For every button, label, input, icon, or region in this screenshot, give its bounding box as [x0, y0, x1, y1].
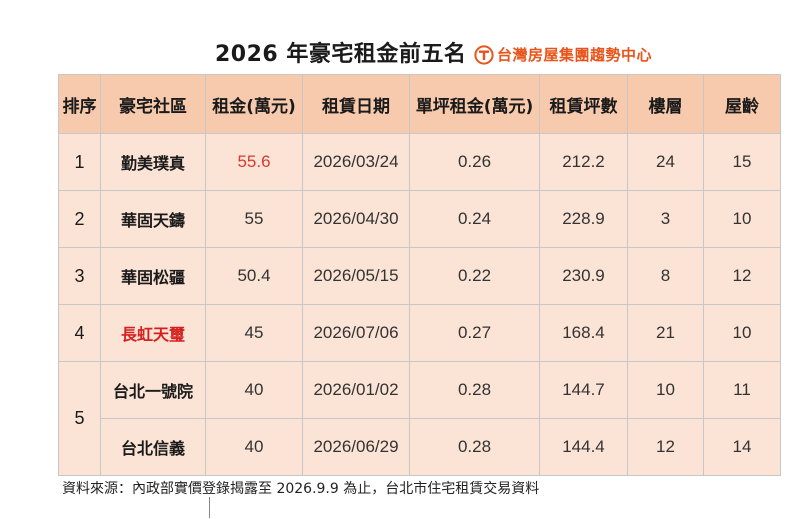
source-footnote: 資料來源：內政部實價登錄揭露至 2026.9.9 為止，台北市住宅租賃交易資料: [62, 481, 540, 497]
floor-cell: 10: [627, 361, 704, 419]
community-cell: 台北一號院: [100, 361, 206, 419]
table-row: 5 台北一號院 40 2026/01/02 0.28 144.7 10 11: [58, 361, 781, 476]
lease-date-cell: 2026/07/06: [302, 304, 410, 362]
header-community: 豪宅社區: [100, 74, 206, 134]
rent-ranking-table: 排序 豪宅社區 租金(萬元) 租賃日期 單坪租金(萬元) 租賃坪數 樓層 屋齡 …: [58, 74, 781, 476]
unit-rent-cell: 0.27: [409, 304, 540, 362]
header-area: 租賃坪數: [539, 74, 628, 134]
rank-cell: 5: [58, 361, 101, 476]
page-title: 2026 年豪宅租金前五名: [215, 42, 467, 67]
unit-rent-cell: 0.24: [409, 190, 540, 248]
age-cell: 11: [703, 361, 781, 419]
unit-rent-cell: 0.22: [409, 247, 540, 305]
rank-cell: 1: [58, 133, 101, 191]
area-cell: 212.2: [539, 133, 628, 191]
age-cell: 10: [703, 190, 781, 248]
header-rent: 租金(萬元): [205, 74, 303, 134]
brand: 台灣房屋集團趨勢中心: [474, 44, 652, 66]
unit-rent-cell: 0.28: [409, 361, 540, 419]
header-floor: 樓層: [627, 74, 704, 134]
lease-date-cell: 2026/04/30: [302, 190, 410, 248]
rent-cell: 55.6: [205, 133, 303, 191]
area-cell: 230.9: [539, 247, 628, 305]
lease-date-cell: 2026/05/15: [302, 247, 410, 305]
unit-rent-cell: 0.26: [409, 133, 540, 191]
rent-cell: 50.4: [205, 247, 303, 305]
floor-cell: 8: [627, 247, 704, 305]
area-cell: 144.4: [539, 418, 628, 476]
area-cell: 168.4: [539, 304, 628, 362]
table-header-row: 排序 豪宅社區 租金(萬元) 租賃日期 單坪租金(萬元) 租賃坪數 樓層 屋齡: [58, 74, 781, 134]
header-lease-date: 租賃日期: [302, 74, 410, 134]
age-cell: 14: [703, 418, 781, 476]
area-cell: 228.9: [539, 190, 628, 248]
brand-name: 台灣房屋集團趨勢中心: [497, 46, 653, 64]
table-row: 4 長虹天璽 45 2026/07/06 0.27 168.4 21 10: [58, 304, 781, 362]
floor-cell: 12: [627, 418, 704, 476]
community-cell: 華固天鑄: [100, 190, 206, 248]
text-cursor: [209, 497, 210, 518]
community-cell: 長虹天璽: [100, 304, 206, 362]
table-row: 3 華固松疆 50.4 2026/05/15 0.22 230.9 8 12: [58, 247, 781, 305]
community-cell: 台北信義: [100, 418, 206, 476]
rent-cell: 40: [205, 418, 303, 476]
rank-cell: 3: [58, 247, 101, 305]
table-row: 2 華固天鑄 55 2026/04/30 0.24 228.9 3 10: [58, 190, 781, 248]
lease-date-cell: 2026/03/24: [302, 133, 410, 191]
area-cell: 144.7: [539, 361, 628, 419]
rent-cell: 45: [205, 304, 303, 362]
community-cell: 華固松疆: [100, 247, 206, 305]
header-unit-rent: 單坪租金(萬元): [409, 74, 540, 134]
floor-cell: 3: [627, 190, 704, 248]
taiwan-house-logo-icon: [474, 45, 494, 65]
table-row: 台北信義 40 2026/06/29 0.28 144.4 12 14: [59, 418, 781, 476]
rent-cell: 40: [205, 361, 303, 419]
age-cell: 12: [703, 247, 781, 305]
header-rank: 排序: [58, 74, 101, 134]
lease-date-cell: 2026/06/29: [302, 418, 410, 476]
unit-rent-cell: 0.28: [409, 418, 540, 476]
title-row: 2026 年豪宅租金前五名 台灣房屋集團趨勢中心: [0, 40, 800, 70]
rank-cell: 2: [58, 190, 101, 248]
age-cell: 10: [703, 304, 781, 362]
header-age: 屋齡: [703, 74, 781, 134]
floor-cell: 24: [627, 133, 704, 191]
age-cell: 15: [703, 133, 781, 191]
rent-cell: 55: [205, 190, 303, 248]
floor-cell: 21: [627, 304, 704, 362]
community-cell: 勤美璞真: [100, 133, 206, 191]
lease-date-cell: 2026/01/02: [302, 361, 410, 419]
rank-cell: 4: [58, 304, 101, 362]
table-row: 1 勤美璞真 55.6 2026/03/24 0.26 212.2 24 15: [58, 133, 781, 191]
